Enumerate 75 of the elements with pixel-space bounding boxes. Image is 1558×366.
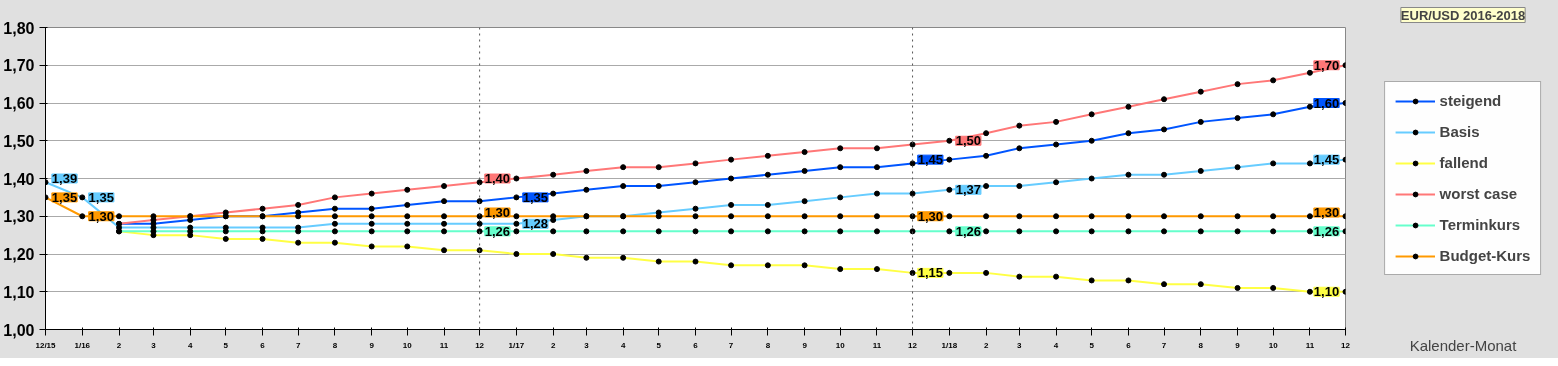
data-label: 1,39 xyxy=(51,171,78,186)
x-tick-label: 11 xyxy=(872,340,882,350)
data-label: 1,10 xyxy=(1313,284,1340,300)
x-axis-title: Kalender-Monat xyxy=(1409,336,1518,354)
x-tick-label: 1/18 xyxy=(941,340,958,350)
x-tick-label: 1/16 xyxy=(74,340,91,350)
data-label: 1,45 xyxy=(917,152,943,168)
y-tick-label: 1,50 xyxy=(3,132,35,150)
x-tick-label: 2 xyxy=(550,340,556,350)
x-tick-label: 4 xyxy=(187,340,193,350)
x-tick-label: 8 xyxy=(1198,340,1204,350)
x-tick-label: 12/15 xyxy=(35,340,57,350)
y-tick-label: 1,10 xyxy=(3,283,35,301)
data-label: 1,35 xyxy=(522,189,549,205)
data-label: 1,30 xyxy=(917,208,943,224)
data-label: 1,45 xyxy=(1313,152,1340,168)
data-label: 1,35 xyxy=(51,189,78,205)
x-tick-label: 3 xyxy=(584,340,590,350)
x-tick-label: 10 xyxy=(402,340,413,350)
x-tick-label: 10 xyxy=(1268,340,1279,350)
data-label: 1,30 xyxy=(1313,204,1340,220)
legend-label: worst case xyxy=(1439,185,1518,202)
data-label: 1,26 xyxy=(955,223,981,239)
data-label: 1,40 xyxy=(484,171,511,186)
x-tick-label: 6 xyxy=(1126,340,1132,350)
x-tick-label: 8 xyxy=(765,340,771,350)
x-tick-label: 7 xyxy=(295,340,301,350)
x-tick-label: 11 xyxy=(1305,340,1315,350)
legend-label: Basis xyxy=(1439,123,1480,140)
y-tick-label: 1,30 xyxy=(3,208,35,226)
y-tick-label: 1,70 xyxy=(3,57,35,75)
x-tick-label: 5 xyxy=(656,340,662,350)
x-tick-label: 3 xyxy=(151,340,157,350)
x-tick-label: 4 xyxy=(620,340,626,350)
data-label: 1,26 xyxy=(1313,223,1340,239)
data-label: 1,30 xyxy=(88,208,114,224)
data-label: 1,30 xyxy=(484,204,511,220)
data-label: 1,26 xyxy=(484,223,511,239)
x-tick-label: 12 xyxy=(1341,340,1351,350)
y-tick-label: 1,20 xyxy=(3,246,35,263)
x-tick-label: 2 xyxy=(983,340,989,350)
y-tick-label: 1,00 xyxy=(3,321,35,339)
y-tick-label: 1,40 xyxy=(3,170,35,188)
data-label: 1,37 xyxy=(955,182,981,198)
x-tick-label: 9 xyxy=(802,340,808,350)
data-label: 1,60 xyxy=(1313,95,1340,111)
legend-label: steigend xyxy=(1439,92,1502,109)
x-tick-label: 11 xyxy=(439,340,449,350)
x-tick-label: 6 xyxy=(260,340,266,350)
x-tick-label: 9 xyxy=(1235,340,1241,350)
x-tick-label: 10 xyxy=(835,340,846,350)
x-tick-label: 4 xyxy=(1053,340,1059,350)
x-tick-label: 5 xyxy=(1089,340,1095,350)
y-tick-label: 1,60 xyxy=(3,95,35,112)
y-tick-label: 1,80 xyxy=(3,19,35,37)
data-label: 1,70 xyxy=(1313,57,1340,73)
x-tick-label: 2 xyxy=(116,340,122,350)
x-tick-label: 8 xyxy=(332,340,338,350)
x-tick-label: 3 xyxy=(1017,340,1023,350)
legend-label: fallend xyxy=(1439,154,1488,171)
x-tick-label: 12 xyxy=(908,340,918,350)
data-label: 1,28 xyxy=(522,216,549,232)
x-tick-label: 12 xyxy=(475,340,485,350)
x-tick-label: 7 xyxy=(728,340,734,350)
text: EUR/USD 2016-2018 xyxy=(1400,7,1526,23)
data-label: 1,35 xyxy=(88,189,114,205)
data-label: 1,50 xyxy=(955,133,981,149)
legend-label: Budget-Kurs xyxy=(1439,247,1531,264)
x-tick-label: 7 xyxy=(1161,340,1167,350)
legend-label: Terminkurs xyxy=(1439,216,1521,233)
x-tick-label: 5 xyxy=(223,340,229,350)
x-tick-label: 1/17 xyxy=(508,340,525,350)
data-label: 1,15 xyxy=(917,265,943,281)
x-tick-label: 9 xyxy=(369,340,375,350)
x-tick-label: 6 xyxy=(693,340,699,350)
